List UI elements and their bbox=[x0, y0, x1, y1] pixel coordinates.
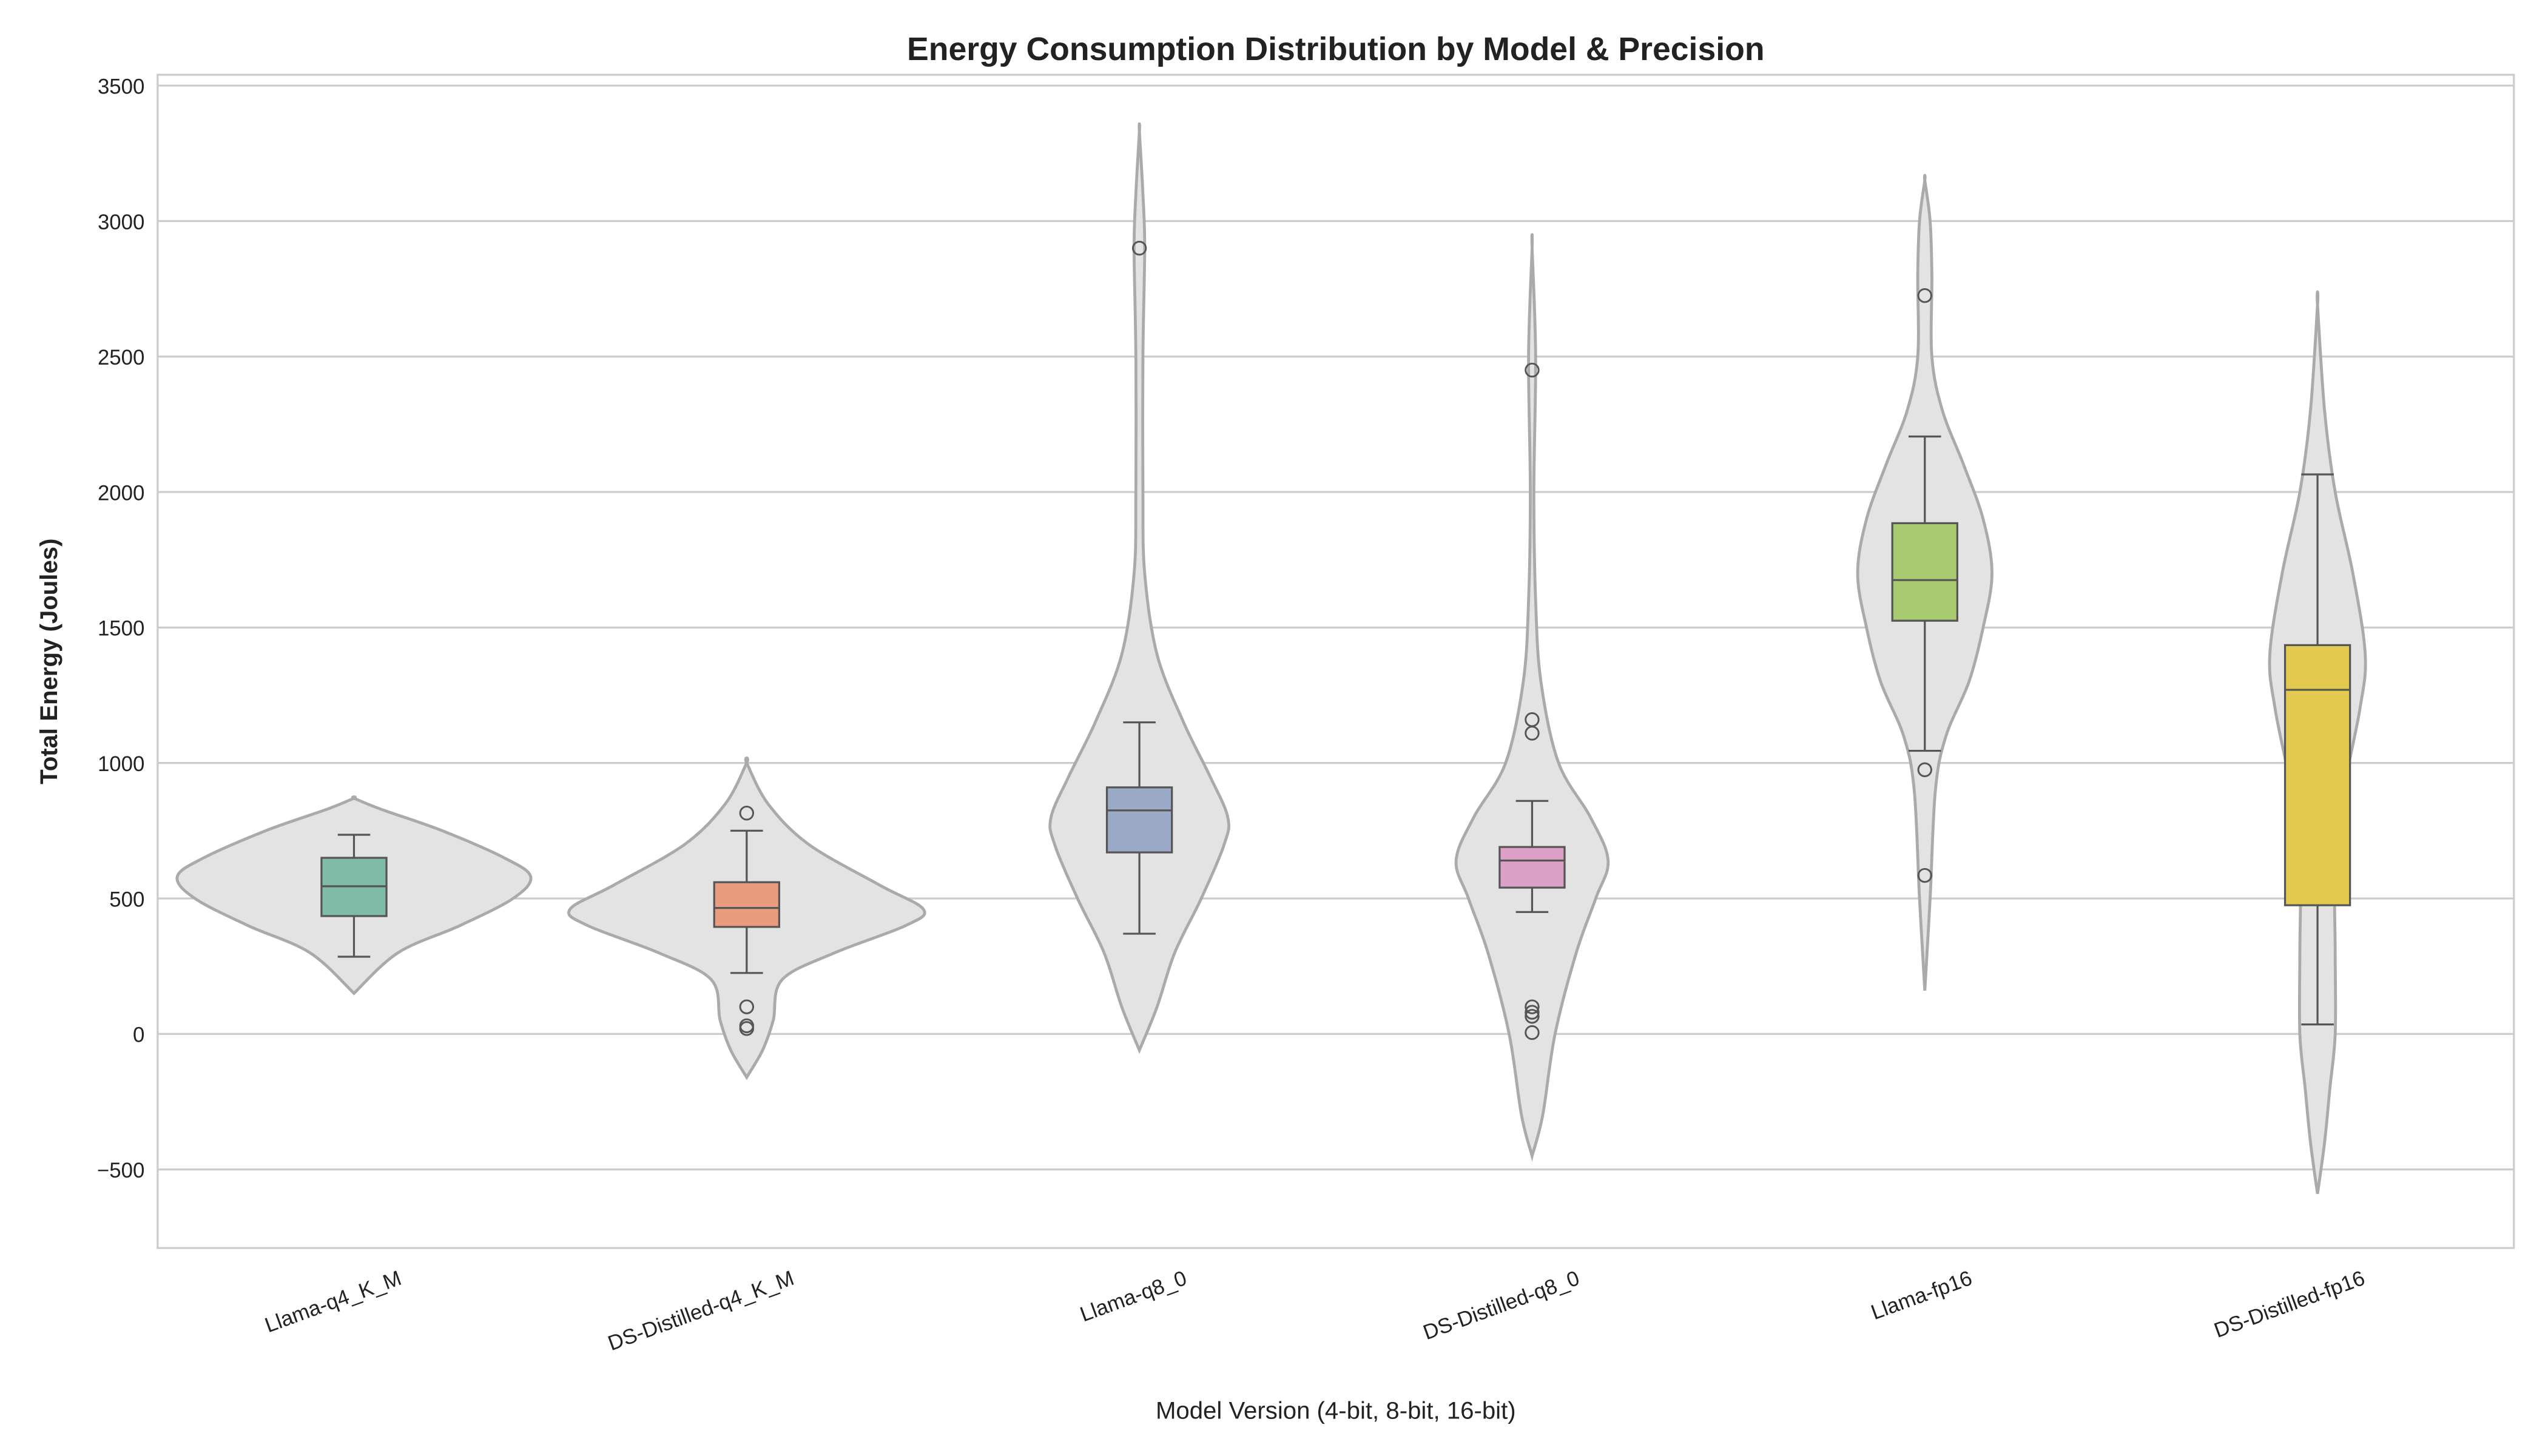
x-axis-label: Model Version (4-bit, 8-bit, 16-bit) bbox=[1156, 1397, 1516, 1424]
box-iqr bbox=[1105, 786, 1173, 854]
box-iqr bbox=[1498, 846, 1566, 889]
y-tick-label: 2500 bbox=[98, 346, 144, 369]
outlier-point bbox=[739, 1021, 754, 1036]
violin-body bbox=[1454, 233, 1610, 1162]
outlier-point bbox=[1525, 1005, 1540, 1020]
outlier-point bbox=[1525, 726, 1540, 741]
violins bbox=[175, 122, 2367, 1195]
violin-group bbox=[1454, 233, 1610, 1162]
y-tick-label: 3000 bbox=[98, 211, 144, 234]
plot-frame bbox=[157, 73, 2515, 1249]
outlier-point bbox=[1525, 999, 1540, 1014]
outlier-point bbox=[1131, 240, 1147, 256]
chart-title: Energy Consumption Distribution by Model… bbox=[907, 32, 1765, 67]
violin-group bbox=[1048, 122, 1230, 1054]
y-tick-label: 1000 bbox=[98, 752, 144, 776]
y-tick-label: −500 bbox=[97, 1159, 144, 1182]
y-tick-label: 500 bbox=[109, 888, 144, 911]
outlier-point bbox=[1525, 362, 1540, 378]
y-tick-label: 3500 bbox=[98, 75, 144, 98]
violin-group bbox=[175, 795, 533, 996]
y-tick-label: 2000 bbox=[98, 481, 144, 505]
box-iqr bbox=[713, 881, 780, 928]
violin-body bbox=[1048, 122, 1230, 1054]
outlier-point bbox=[1917, 762, 1932, 778]
box-iqr bbox=[2283, 644, 2351, 906]
box-iqr bbox=[1891, 522, 1958, 622]
outlier-point bbox=[1525, 1009, 1540, 1024]
y-axis-label: Total Energy (Joules) bbox=[35, 538, 62, 784]
y-tick-label: 1500 bbox=[98, 617, 144, 641]
outlier-point bbox=[739, 806, 754, 821]
y-tick-label: 0 bbox=[133, 1023, 144, 1047]
violin-group bbox=[2268, 290, 2367, 1195]
violin-group bbox=[567, 756, 926, 1080]
y-tick-labels: −500 0 500 1000 1500 2000 2500 3000 3500 bbox=[97, 75, 144, 1182]
outlier-point bbox=[1525, 1025, 1540, 1040]
outlier-point bbox=[1917, 288, 1932, 303]
gridlines bbox=[157, 84, 2514, 1171]
outlier-point bbox=[739, 999, 754, 1014]
outlier-point bbox=[1917, 868, 1932, 883]
violin-group bbox=[1856, 174, 1994, 991]
